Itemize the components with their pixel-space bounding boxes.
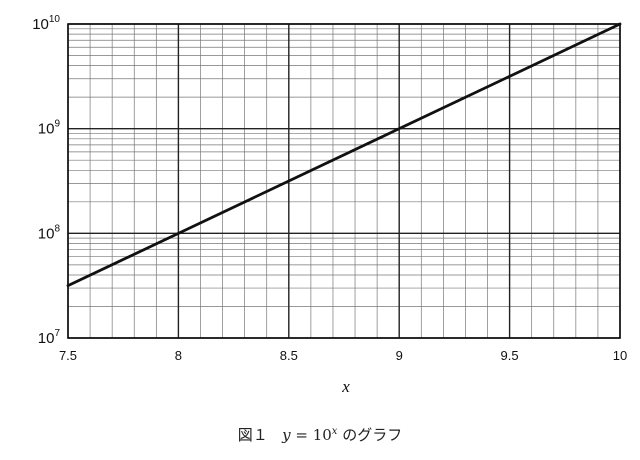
y-tick-exponent: 8 bbox=[54, 223, 60, 234]
data-point bbox=[618, 22, 622, 26]
y-tick-exponent: 10 bbox=[49, 14, 61, 25]
y-tick-label: 107 bbox=[38, 328, 61, 347]
x-tick-label: 8.5 bbox=[280, 348, 298, 363]
series-line-10-pow-x bbox=[66, 22, 622, 288]
caption-suffix: のグラフ bbox=[337, 426, 403, 444]
data-point bbox=[66, 284, 70, 287]
figure-caption: 図１ y = 10x のグラフ bbox=[0, 424, 640, 445]
y-tick-base: 10 bbox=[32, 16, 49, 33]
x-tick-label: 8 bbox=[175, 348, 182, 363]
y-tick-base: 10 bbox=[38, 225, 55, 242]
x-tick-label: 9.5 bbox=[501, 348, 519, 363]
y-tick-exponent: 9 bbox=[54, 119, 60, 130]
y-tick-base: 10 bbox=[38, 330, 55, 347]
data-point bbox=[177, 232, 180, 235]
y-tick-label: 1010 bbox=[32, 14, 60, 33]
x-axis-label: x bbox=[341, 377, 350, 396]
x-tick-label: 10 bbox=[613, 348, 627, 363]
plot-frame bbox=[67, 23, 621, 339]
y-tick-exponent: 7 bbox=[54, 328, 60, 339]
x-tick-label: 9 bbox=[396, 348, 403, 363]
y-tick-label: 108 bbox=[38, 223, 61, 242]
caption-eq-base: = 10 bbox=[290, 426, 332, 444]
caption-eq-variable: y bbox=[282, 426, 291, 444]
y-tick-label: 109 bbox=[38, 119, 61, 138]
data-point bbox=[508, 75, 511, 78]
y-tick-base: 10 bbox=[38, 121, 55, 138]
data-point bbox=[287, 179, 290, 183]
data-point bbox=[398, 127, 401, 130]
x-tick-label: 7.5 bbox=[59, 348, 77, 363]
caption-figure-number: 図１ bbox=[237, 426, 268, 444]
caption-eq-exponent: x bbox=[331, 426, 338, 437]
